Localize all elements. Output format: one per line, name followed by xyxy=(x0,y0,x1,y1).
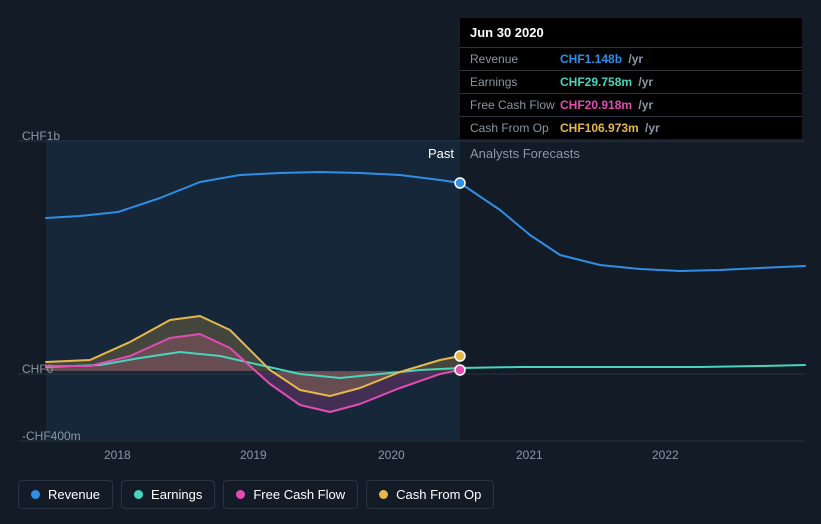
tooltip-row: RevenueCHF1.148b /yr xyxy=(460,47,802,70)
tooltip-row-label: Free Cash Flow xyxy=(470,98,560,112)
tooltip-row: EarningsCHF29.758m /yr xyxy=(460,70,802,93)
legend-dot-icon xyxy=(134,490,143,499)
tooltip-row-value: CHF1.148b /yr xyxy=(560,52,643,66)
x-axis-label: 2020 xyxy=(378,448,405,462)
legend-item-earnings[interactable]: Earnings xyxy=(121,480,215,509)
legend-dot-icon xyxy=(31,490,40,499)
past-label: Past xyxy=(428,146,454,161)
tooltip-row-label: Revenue xyxy=(470,52,560,66)
tooltip-row: Cash From OpCHF106.973m /yr xyxy=(460,116,802,139)
tooltip-row-suffix: /yr xyxy=(642,121,660,135)
tooltip-row: Free Cash FlowCHF20.918m /yr xyxy=(460,93,802,116)
y-axis-label: CHF0 xyxy=(22,362,53,376)
tooltip-date: Jun 30 2020 xyxy=(460,18,802,47)
legend-dot-icon xyxy=(379,490,388,499)
legend-dot-icon xyxy=(236,490,245,499)
forecast-label: Analysts Forecasts xyxy=(470,146,580,161)
tooltip-row-value: CHF20.918m /yr xyxy=(560,98,653,112)
legend-item-fcf[interactable]: Free Cash Flow xyxy=(223,480,358,509)
tooltip-row-label: Cash From Op xyxy=(470,121,560,135)
tooltip-row-suffix: /yr xyxy=(635,75,653,89)
tooltip-row-value: CHF106.973m /yr xyxy=(560,121,660,135)
tooltip-row-label: Earnings xyxy=(470,75,560,89)
legend-item-label: Revenue xyxy=(48,487,100,502)
tooltip-row-suffix: /yr xyxy=(635,98,653,112)
chart-legend: Revenue Earnings Free Cash Flow Cash From O… xyxy=(18,480,494,509)
x-axis-label: 2019 xyxy=(240,448,267,462)
legend-item-label: Free Cash Flow xyxy=(253,487,345,502)
tooltip-row-suffix: /yr xyxy=(625,52,643,66)
legend-item-label: Cash From Op xyxy=(396,487,481,502)
y-axis-label: CHF1b xyxy=(22,129,60,143)
x-axis-label: 2018 xyxy=(104,448,131,462)
legend-item-revenue[interactable]: Revenue xyxy=(18,480,113,509)
x-axis-label: 2021 xyxy=(516,448,543,462)
x-axis-label: 2022 xyxy=(652,448,679,462)
legend-item-cfo[interactable]: Cash From Op xyxy=(366,480,494,509)
legend-item-label: Earnings xyxy=(151,487,202,502)
chart-tooltip: Jun 30 2020 RevenueCHF1.148b /yrEarnings… xyxy=(460,18,802,139)
tooltip-row-value: CHF29.758m /yr xyxy=(560,75,653,89)
y-axis-label: -CHF400m xyxy=(22,429,81,443)
